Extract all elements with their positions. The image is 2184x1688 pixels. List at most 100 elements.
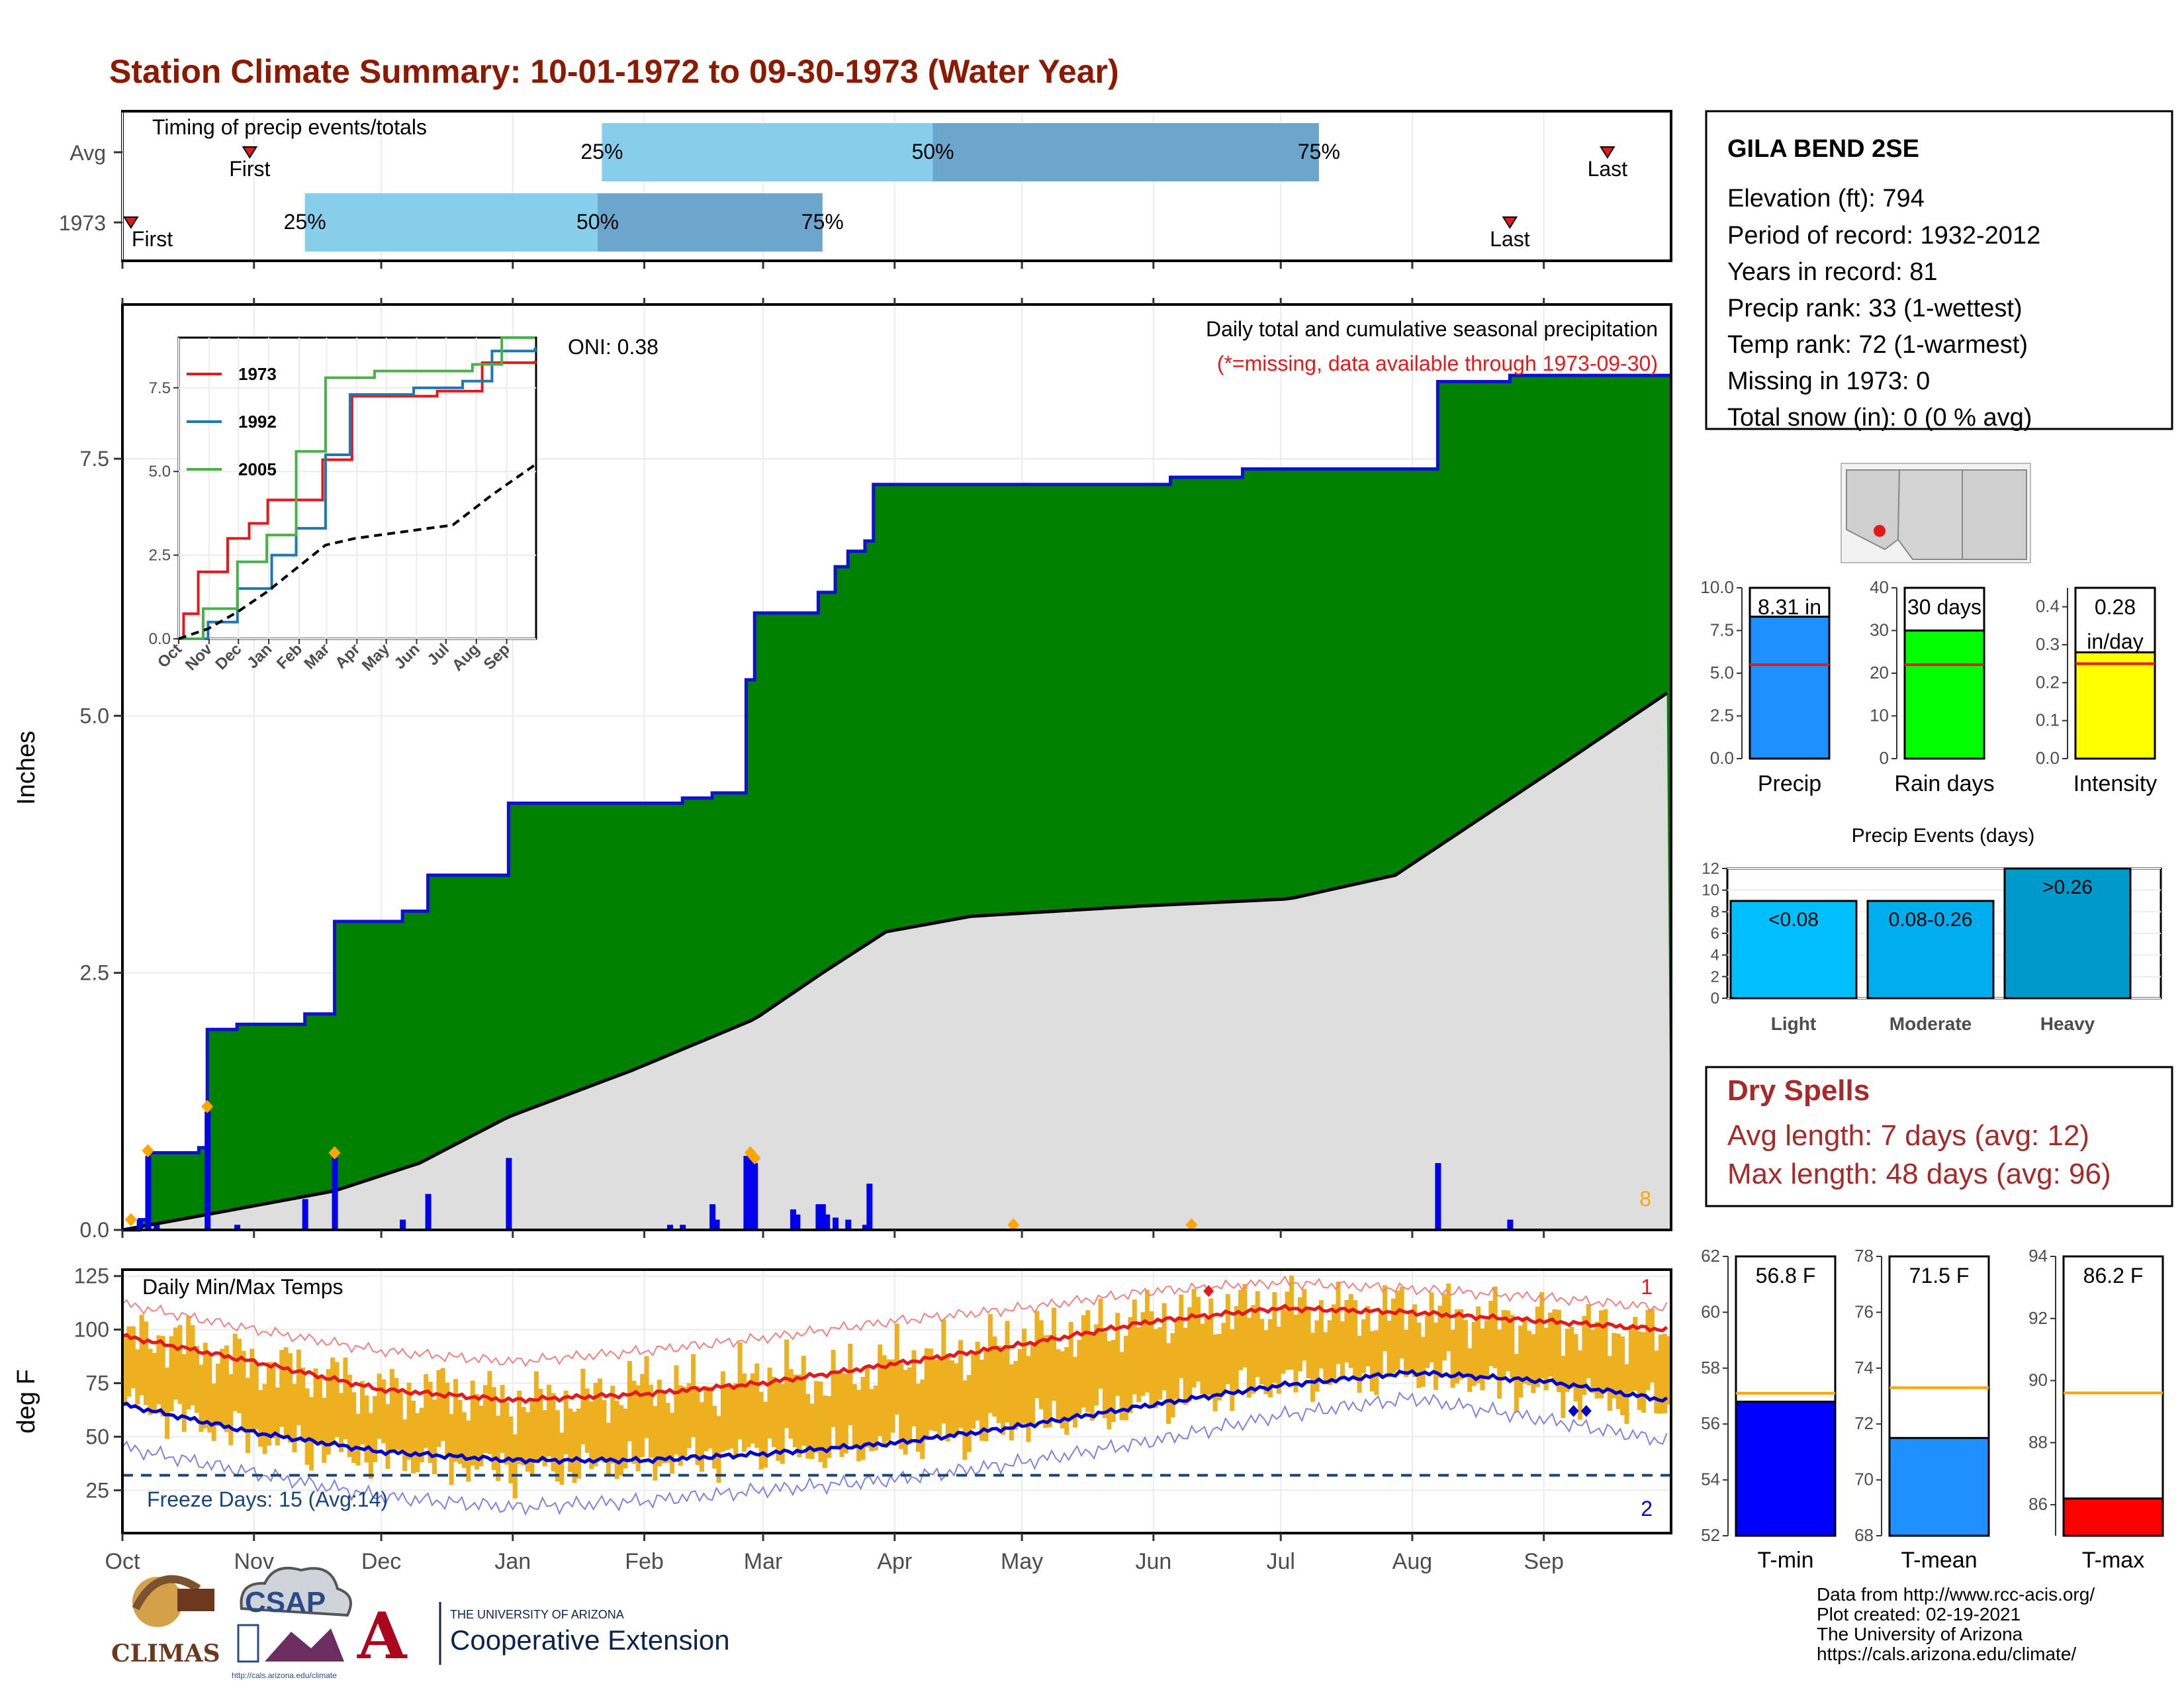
daily-temp-bar-274 <box>1285 1291 1290 1370</box>
daily-temp-bar-97 <box>533 1371 539 1460</box>
daily-temp-bar-174 <box>860 1377 866 1460</box>
daily-temp-bar-31 <box>253 1364 259 1430</box>
daily-temp-bar-215 <box>1034 1311 1040 1399</box>
daily-temp-bar-102 <box>555 1410 560 1482</box>
daily-temp-bar-173 <box>856 1389 862 1462</box>
daily-temp-bar-108 <box>580 1368 586 1444</box>
daily-temp-bar-123 <box>644 1356 649 1438</box>
daily-temp-bar-289 <box>1348 1293 1353 1368</box>
precip-panel: 0.0 2.5 5.0 7.5 Inches Daily total and cumu… <box>13 303 1672 1242</box>
daily-temp-bar-277 <box>1297 1297 1302 1372</box>
climas-logo: CLIMAS <box>111 1575 220 1667</box>
daily-temp-bar-21 <box>211 1383 216 1441</box>
daily-temp-bar-202 <box>979 1359 985 1441</box>
daily-temp-bar-271 <box>1272 1291 1277 1383</box>
timing-bar-25-50-1 <box>304 193 598 252</box>
daily-temp-bar-261 <box>1230 1329 1235 1411</box>
daily-temp-bar-136 <box>699 1402 704 1472</box>
daily-precip-bar-14 <box>743 1156 750 1230</box>
station-missing: Missing in 1973: 0 <box>1727 367 1930 395</box>
daily-temp-bar-72 <box>428 1382 433 1464</box>
daily-temp-bar-63 <box>389 1369 394 1453</box>
record-high-count: 1 <box>1641 1275 1653 1299</box>
daily-temp-bar-244 <box>1158 1327 1163 1400</box>
daily-temp-bar-243 <box>1153 1329 1158 1409</box>
inset-ytick-label-0: 0.0 <box>149 630 171 648</box>
daily-temp-bar-349 <box>1603 1309 1608 1392</box>
daily-temp-bar-335 <box>1543 1327 1549 1391</box>
daily-temp-bar-265 <box>1246 1317 1251 1398</box>
daily-temp-bar-65 <box>398 1391 403 1451</box>
daily-temp-bar-107 <box>576 1408 581 1479</box>
daily-temp-bar-306 <box>1420 1336 1426 1387</box>
inset-legend-label-1992: 1992 <box>238 412 277 432</box>
daily-precip-bar-27 <box>1507 1219 1514 1230</box>
month-label-dec: Dec <box>361 1549 401 1574</box>
total-bar-intensity <box>2074 651 2156 760</box>
month-label-jun: Jun <box>1135 1549 1171 1574</box>
daily-temp-bar-73 <box>432 1399 437 1475</box>
daily-temp-bar-314 <box>1455 1309 1460 1384</box>
temp-compare-ytick-label-0-2: 56 <box>1701 1413 1720 1433</box>
daily-temp-bar-211 <box>1017 1348 1023 1426</box>
temp-ytick-label-0: 25 <box>85 1478 109 1502</box>
daily-temp-bar-239 <box>1136 1327 1142 1402</box>
daily-temp-bar-297 <box>1383 1285 1388 1352</box>
daily-temp-bar-0 <box>122 1334 128 1406</box>
daily-temp-bar-347 <box>1594 1321 1600 1399</box>
precip-ytick-label-3: 7.5 <box>80 447 109 471</box>
daily-temp-bar-85 <box>482 1385 488 1453</box>
daily-temp-bar-282 <box>1318 1300 1324 1369</box>
temp-compare-bar-t-min <box>1735 1400 1837 1537</box>
daily-temp-bar-258 <box>1217 1334 1222 1401</box>
daily-temp-bar-89 <box>500 1385 505 1453</box>
daily-temp-bar-13 <box>177 1325 183 1404</box>
daily-temp-bar-178 <box>878 1344 883 1436</box>
temp-compare-title-2: T-max <box>2082 1548 2144 1573</box>
daily-marker-1 <box>142 1144 154 1158</box>
daily-temp-bar-8 <box>156 1335 161 1405</box>
daily-temp-bar-351 <box>1612 1333 1617 1399</box>
daily-precip-bar-17 <box>790 1209 796 1230</box>
daily-temp-bar-245 <box>1161 1303 1167 1391</box>
daily-precip-bar-23 <box>845 1219 852 1230</box>
daily-temp-bar-132 <box>682 1386 688 1456</box>
daily-temp-bar-36 <box>275 1387 280 1446</box>
daily-temp-bar-114 <box>606 1423 611 1476</box>
credit-plot-created: Plot created: 02-19-2021 <box>1817 1604 2021 1624</box>
daily-temp-bar-40 <box>292 1383 297 1452</box>
timing-row-label-avg: Avg <box>69 141 106 165</box>
climas-logo-text: CLIMAS <box>111 1640 220 1667</box>
average-cumulative-area <box>122 693 1671 1230</box>
inset-series-1992 <box>179 348 537 640</box>
daily-temp-bar-62 <box>385 1404 390 1469</box>
daily-temp-bar-316 <box>1463 1320 1468 1376</box>
daily-marker-5 <box>749 1151 761 1165</box>
daily-temp-bar-32 <box>258 1389 263 1447</box>
daily-precip-bar-25 <box>866 1184 873 1230</box>
daily-temp-bar-232 <box>1107 1340 1112 1430</box>
month-label-aug: Aug <box>1392 1549 1433 1574</box>
daily-temp-bar-172 <box>852 1383 857 1449</box>
daily-precip-bar-24 <box>862 1225 868 1230</box>
daily-temp-bar-155 <box>780 1383 785 1464</box>
dry-spells-box: Dry Spells Avg length: 7 days (avg: 12) … <box>1705 1066 2173 1207</box>
daily-temp-bar-26 <box>232 1333 238 1411</box>
daily-temp-bar-96 <box>529 1399 535 1475</box>
daily-temp-bar-262 <box>1234 1306 1239 1391</box>
daily-temp-bar-193 <box>941 1319 946 1424</box>
daily-temp-bar-160 <box>801 1356 806 1446</box>
daily-temp-bar-91 <box>508 1416 514 1483</box>
events-ytick-label-4: 8 <box>1711 903 1719 921</box>
csap-logo: CSAP http://cals.arizona.edu/climate <box>232 1566 352 1680</box>
temp-ytick-label-4: 125 <box>74 1264 109 1288</box>
daily-temp-bar-184 <box>903 1370 908 1455</box>
precip-ytick-label-1: 2.5 <box>80 961 109 985</box>
average-max-line <box>122 1303 1668 1405</box>
daily-temp-bar-50 <box>334 1362 340 1438</box>
station-temp-rank: Temp rank: 72 (1-warmest) <box>1727 331 2028 359</box>
temp-compare-ytick-label-1-1: 70 <box>1854 1470 1874 1489</box>
month-label-nov: Nov <box>234 1549 274 1574</box>
daily-temp-bar-194 <box>945 1353 950 1442</box>
daily-temp-bar-309 <box>1433 1322 1438 1390</box>
